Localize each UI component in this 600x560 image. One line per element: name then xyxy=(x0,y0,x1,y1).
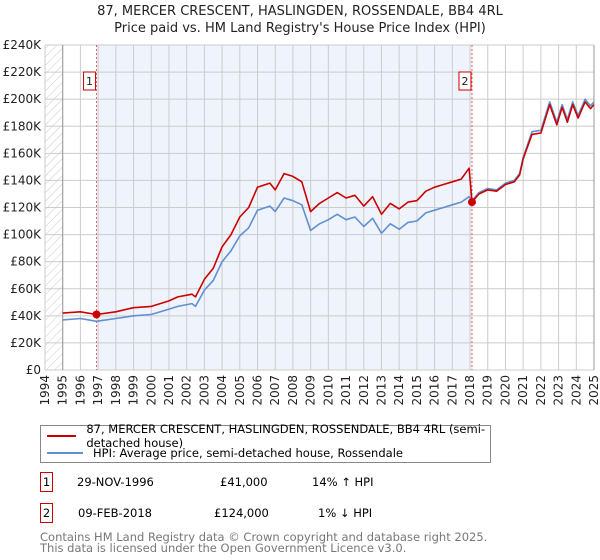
x-tick-label: 2012 xyxy=(357,375,371,406)
x-tick-label: 2020 xyxy=(498,375,512,406)
sale-badge: 2 xyxy=(40,503,53,523)
y-tick-label: £240K xyxy=(3,38,43,52)
price-chart: 1994 1995 1996 1997 1998 1999 2000 2001 2002 2003… xyxy=(3,38,600,406)
chart-subtitle: Price paid vs. HM Land Registry's House … xyxy=(114,21,486,36)
x-tick-label: 1996 xyxy=(73,375,87,406)
x-tick-label: 2008 xyxy=(286,375,300,406)
y-tick-label: £200K xyxy=(3,92,43,106)
x-tick-label: 2013 xyxy=(374,375,388,406)
hpi-series-line xyxy=(62,98,595,323)
chart-title: 87, MERCER CRESCENT, HASLINGDEN, ROSSEND… xyxy=(97,4,503,19)
x-tick-label: 2001 xyxy=(162,375,176,406)
x-tick-label: 2005 xyxy=(233,375,247,406)
x-tick-label: 2010 xyxy=(321,375,335,406)
x-tick-label: 2000 xyxy=(144,375,158,406)
x-tick-label: 1997 xyxy=(91,375,105,406)
sale-price: £41,000 xyxy=(220,475,268,489)
x-tick-label: 2021 xyxy=(516,375,530,406)
legend-swatch-price xyxy=(47,435,77,437)
footer-licence: This data is licensed under the Open Gov… xyxy=(40,541,407,555)
sale-point xyxy=(92,310,101,319)
x-tick-label: 2015 xyxy=(410,375,424,406)
sale-point xyxy=(467,198,476,207)
sale-date: 29-NOV-1996 xyxy=(77,475,154,489)
y-tick-label: £20K xyxy=(10,336,42,350)
footer-copyright: Contains HM Land Registry data © Crown c… xyxy=(40,530,488,544)
sale-label-box xyxy=(458,71,472,91)
sale-hpi-diff: 1% ↓ HPI xyxy=(318,506,373,520)
legend-item-hpi: HPI: Average price, semi-detached house,… xyxy=(41,445,403,461)
sale-label: 2 xyxy=(461,75,468,88)
x-tick-label: 2014 xyxy=(392,375,406,406)
x-tick-label: 2011 xyxy=(339,375,353,406)
x-tick-label: 2009 xyxy=(304,375,318,406)
sale-hpi-diff: 14% ↑ HPI xyxy=(312,475,374,489)
sale-badge: 1 xyxy=(40,472,53,492)
x-tick-label: 2004 xyxy=(215,375,229,406)
x-tick-label: 2003 xyxy=(197,375,211,406)
x-tick-label: 2017 xyxy=(445,375,459,406)
legend-label-price: 87, MERCER CRESCENT, HASLINGDEN, ROSSEND… xyxy=(86,422,486,450)
price-series-line xyxy=(62,101,595,316)
x-tick-label: 2006 xyxy=(251,375,265,406)
sale-label-box xyxy=(83,71,97,91)
x-tick-label: 2016 xyxy=(428,375,442,406)
legend-swatch-hpi xyxy=(47,452,83,454)
sale-price: £124,000 xyxy=(214,506,269,520)
x-tick-label: 1994 xyxy=(38,375,52,406)
y-tick-label: £120K xyxy=(3,201,43,215)
x-tick-label: 2018 xyxy=(463,375,477,406)
x-tick-label: 2022 xyxy=(534,375,548,406)
x-tick-label: 2024 xyxy=(569,375,583,406)
legend-label-hpi: HPI: Average price, semi-detached house,… xyxy=(93,446,403,460)
y-tick-label: £160K xyxy=(3,146,43,160)
x-tick-label: 2019 xyxy=(481,375,495,406)
y-tick-label: £80K xyxy=(10,255,42,269)
x-tick-label: 2007 xyxy=(268,375,282,406)
legend-item-price: 87, MERCER CRESCENT, HASLINGDEN, ROSSEND… xyxy=(41,422,490,450)
y-tick-label: £100K xyxy=(3,228,43,242)
x-tick-label: 2002 xyxy=(180,375,194,406)
sale-label: 1 xyxy=(86,75,93,88)
x-tick-label: 1998 xyxy=(109,375,123,406)
y-tick-label: £220K xyxy=(3,65,43,79)
x-tick-label: 1995 xyxy=(56,375,70,406)
x-tick-label: 1999 xyxy=(127,375,141,406)
y-tick-label: £140K xyxy=(3,173,43,187)
legend: 87, MERCER CRESCENT, HASLINGDEN, ROSSEND… xyxy=(40,422,491,463)
x-tick-label: 2023 xyxy=(552,375,566,406)
x-tick-label: 2025 xyxy=(587,375,600,406)
y-tick-label: £60K xyxy=(10,282,42,296)
y-tick-label: £40K xyxy=(10,309,42,323)
y-tick-label: £180K xyxy=(3,119,43,133)
y-tick-label: £0 xyxy=(26,363,41,377)
sale-date: 09-FEB-2018 xyxy=(78,506,152,520)
